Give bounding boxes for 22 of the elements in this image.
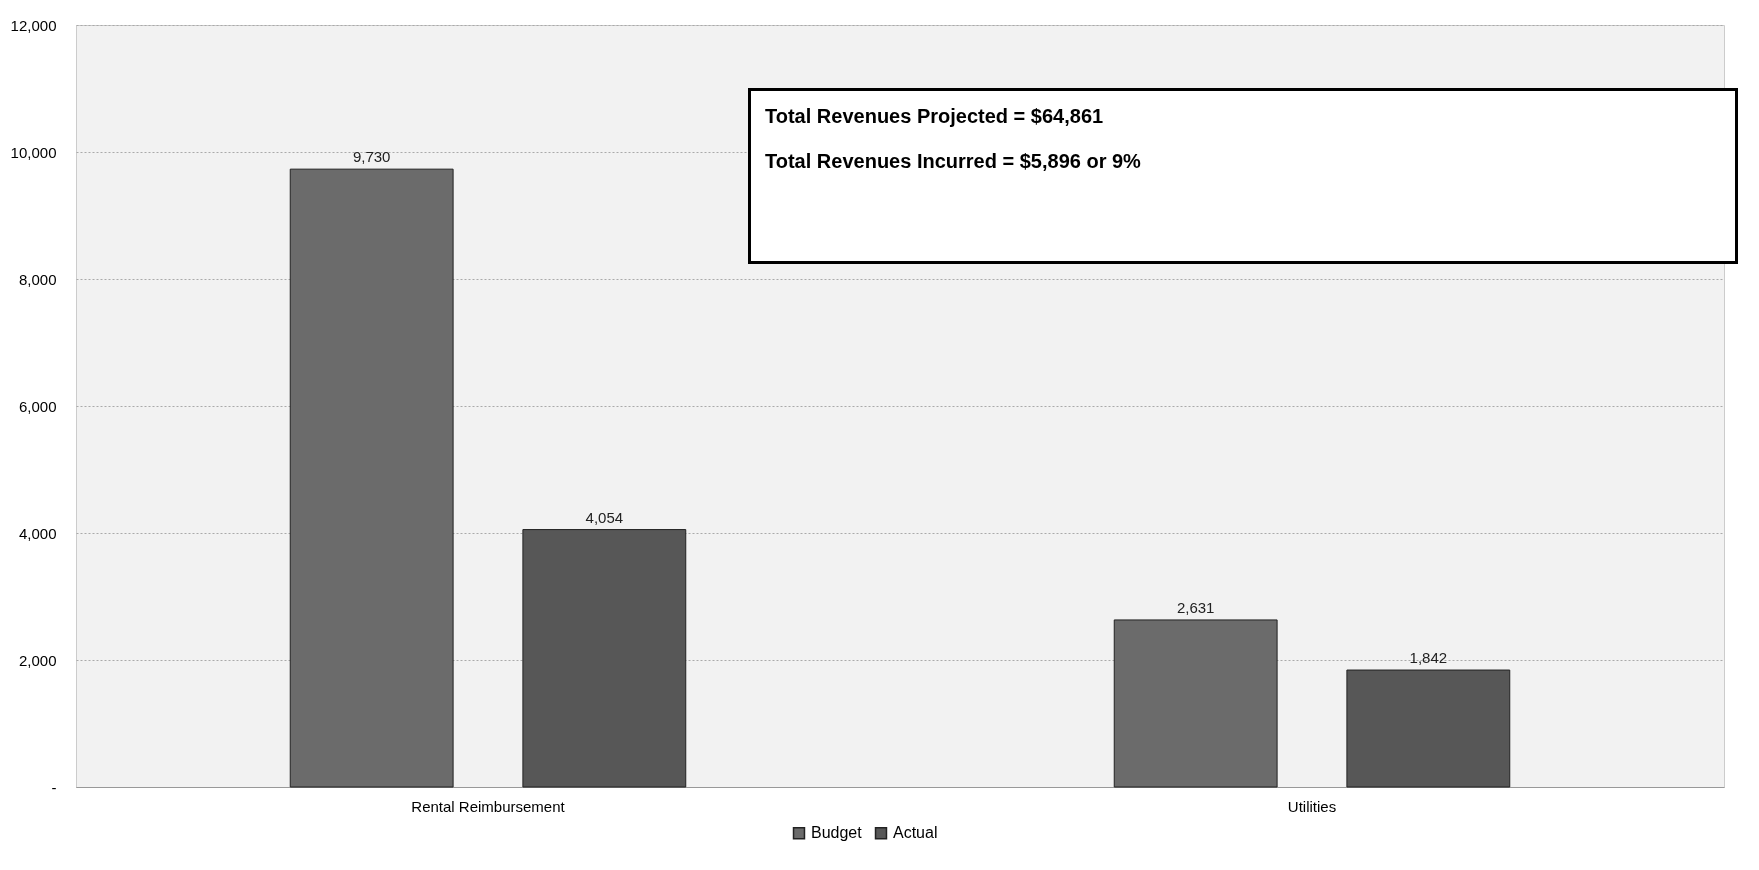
y-tick-label: 12,000: [10, 16, 57, 34]
annotation: Total Revenues Incurred = $5,896 or 9%: [765, 150, 1142, 173]
note-box: Total Revenues Projected = $64,861 Total Revenues Incurred = $5,896 or 9%: [748, 88, 1738, 264]
y-tick-label: -: [51, 778, 57, 796]
bar: [289, 168, 454, 788]
bar: [522, 529, 687, 788]
y-tick-label: 10,000: [10, 143, 57, 161]
y-tick-label: 8,000: [18, 270, 57, 288]
data-label: 1,842: [1409, 649, 1448, 667]
y-tick-label: 6,000: [18, 397, 57, 415]
y-tick-label: 4,000: [18, 524, 57, 542]
x-tick-label: Utilities: [1287, 797, 1337, 815]
bar: [1113, 619, 1278, 788]
bar: [1346, 669, 1511, 788]
legend-label: Actual: [893, 824, 938, 842]
y-tick-label: 2,000: [18, 651, 57, 669]
data-label: 9,730: [352, 148, 391, 166]
data-label: 2,631: [1176, 598, 1215, 616]
annotation: Total Revenues Projected = $64,861: [765, 105, 1105, 128]
legend-label: Budget: [811, 824, 863, 842]
x-tick-label: Rental Reimbursement: [411, 797, 566, 815]
data-label: 4,054: [585, 508, 624, 526]
